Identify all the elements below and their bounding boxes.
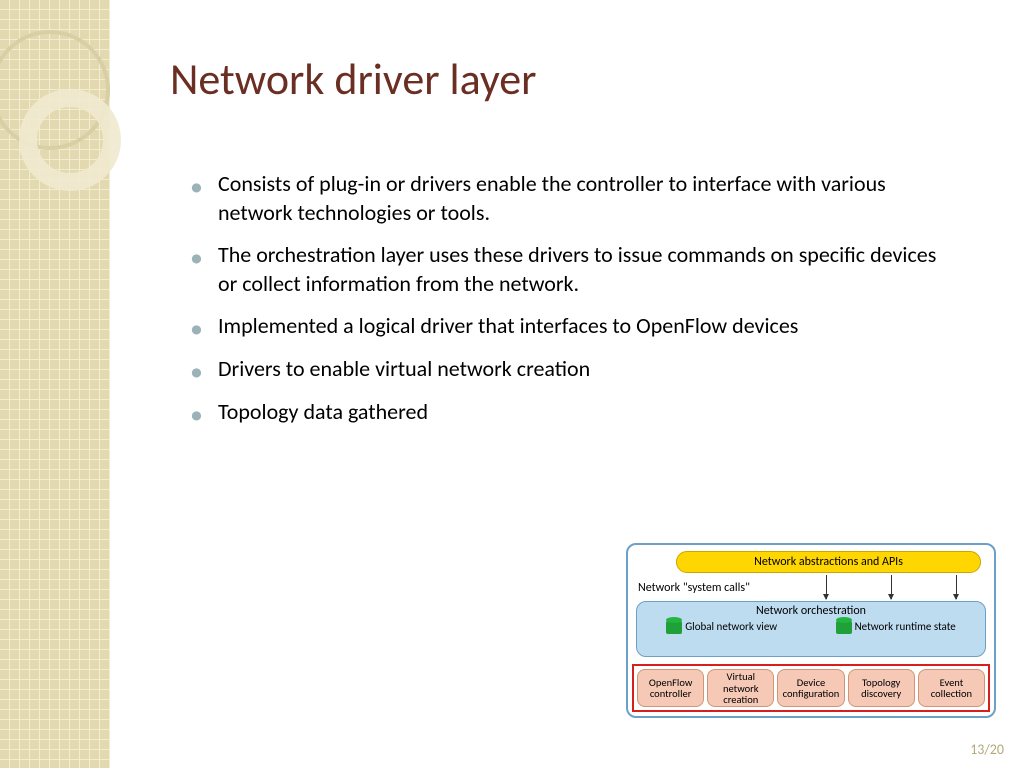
syscalls-label: Network "system calls": [638, 581, 750, 595]
driver-box: Virtual network creation: [707, 669, 774, 707]
decorative-rings: [0, 30, 170, 230]
page-number: 13/20: [970, 741, 1004, 758]
orch-item: Global network view: [666, 620, 777, 634]
orch-item-label: Global network view: [685, 621, 777, 633]
driver-box: Device configuration: [777, 669, 844, 707]
driver-box: Topology discovery: [848, 669, 915, 707]
bullet-item: Implemented a logical driver that interf…: [190, 312, 950, 341]
bullet-item: Consists of plug-in or drivers enable th…: [190, 170, 950, 227]
api-box: Network abstractions and APIs: [676, 551, 981, 573]
bullet-item: Topology data gathered: [190, 398, 950, 427]
orchestration-title: Network orchestration: [637, 604, 985, 618]
orchestration-box: Network orchestration Global network vie…: [636, 601, 986, 657]
arrow-icon: [956, 575, 957, 599]
slide-title: Network driver layer: [170, 52, 536, 106]
bullet-list: Consists of plug-in or drivers enable th…: [190, 170, 950, 440]
orch-item: Network runtime state: [836, 620, 956, 634]
bullet-item: Drivers to enable virtual network creati…: [190, 355, 950, 384]
driver-box: Event collection: [918, 669, 985, 707]
database-icon: [836, 620, 852, 634]
architecture-diagram: Network abstractions and APIs Network "s…: [626, 543, 996, 718]
driver-box: OpenFlow controller: [637, 669, 704, 707]
orch-item-label: Network runtime state: [855, 621, 956, 633]
database-icon: [666, 620, 682, 634]
drivers-row: OpenFlow controller Virtual network crea…: [632, 664, 990, 712]
arrow-icon: [891, 575, 892, 599]
bullet-item: The orchestration layer uses these drive…: [190, 241, 950, 298]
arrow-icon: [826, 575, 827, 599]
